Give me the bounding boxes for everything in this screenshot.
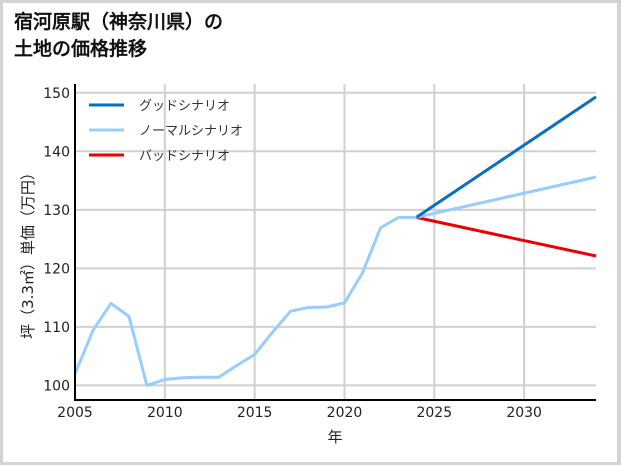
y-tick-label: 120 bbox=[43, 261, 70, 277]
y-tick-label: 140 bbox=[43, 144, 70, 160]
data-lines bbox=[73, 95, 597, 387]
x-axis-ticks: 2005 2010 2015 2020 2025 2030 bbox=[57, 405, 542, 421]
y-tick-label: 150 bbox=[43, 86, 70, 102]
series-line-2 bbox=[415, 215, 597, 258]
legend-item-2: バッドシナリオ bbox=[89, 149, 230, 164]
x-tick-label: 2010 bbox=[147, 405, 183, 421]
historical-line bbox=[73, 215, 417, 387]
chart-title-line-1: 宿河原駅（神奈川県）の bbox=[14, 11, 224, 33]
legend-item-1: ノーマルシナリオ bbox=[89, 124, 243, 139]
axes bbox=[74, 84, 596, 401]
chart-title-line-2: 土地の価格推移 bbox=[14, 38, 148, 60]
chart-title: 宿河原駅（神奈川県）の 土地の価格推移 bbox=[14, 9, 223, 63]
legend-item-0: グッドシナリオ bbox=[89, 99, 230, 114]
y-axis-ticks: 100 110 120 130 140 150 bbox=[43, 86, 70, 395]
y-tick-label: 110 bbox=[43, 320, 70, 336]
x-tick-label: 2030 bbox=[506, 405, 542, 421]
x-tick-label: 2025 bbox=[416, 405, 452, 421]
x-tick-label: 2005 bbox=[57, 405, 93, 421]
x-tick-label: 2015 bbox=[237, 405, 273, 421]
legend-label: グッドシナリオ bbox=[139, 99, 230, 114]
y-tick-label: 100 bbox=[43, 378, 70, 394]
legend-label: バッドシナリオ bbox=[139, 149, 230, 164]
x-tick-label: 2020 bbox=[327, 405, 363, 421]
y-tick-label: 130 bbox=[43, 203, 70, 219]
x-axis-label: 年 bbox=[327, 428, 342, 446]
series-line-0 bbox=[415, 95, 597, 219]
y-axis-label: 坪（3.3㎡）単価（万円） bbox=[19, 165, 37, 339]
series-line-1 bbox=[415, 175, 597, 219]
legend-label: ノーマルシナリオ bbox=[139, 124, 243, 139]
grid-lines bbox=[74, 84, 596, 400]
